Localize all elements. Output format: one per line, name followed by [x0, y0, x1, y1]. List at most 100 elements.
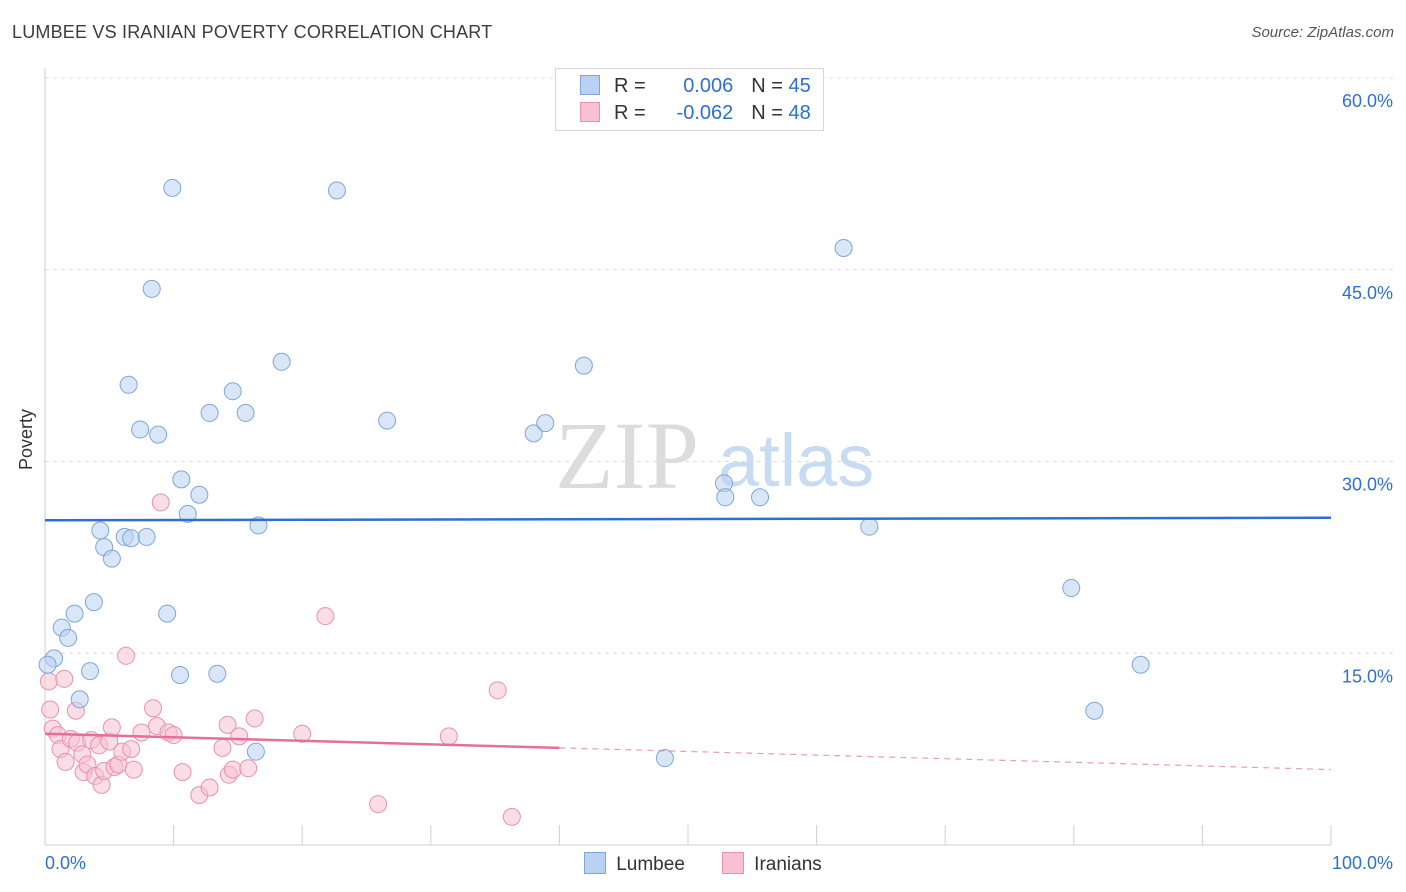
lumbee-point	[860, 517, 879, 536]
iranians-point	[502, 807, 521, 826]
lumbee-point	[574, 356, 593, 375]
lumbee-point	[834, 239, 853, 258]
lumbee-point	[524, 424, 543, 443]
n-value: 45	[788, 75, 811, 97]
y-tick-label: 60.0%	[1342, 91, 1393, 111]
tick-labels: 15.0% 30.0% 45.0% 60.0% 0.0% 100.0%	[45, 91, 1393, 873]
iranians-point	[439, 727, 458, 746]
x-tick-label: 100.0%	[1332, 853, 1393, 873]
iranians-point	[117, 646, 136, 665]
r-value: 0.006	[683, 75, 734, 97]
y-tick-label: 45.0%	[1342, 283, 1393, 303]
iranians-point	[200, 778, 219, 797]
lumbee-point	[65, 604, 84, 623]
lumbee-point	[178, 504, 197, 523]
iranians-point	[164, 726, 183, 745]
iranians-swatch	[580, 102, 600, 122]
lumbee-point	[208, 664, 227, 683]
iranians-point	[124, 760, 143, 779]
lumbee-point	[119, 375, 138, 394]
lumbee-point	[163, 178, 182, 197]
lumbee-point	[81, 662, 100, 681]
r-label: R =	[614, 75, 652, 97]
iranians-point	[213, 738, 232, 757]
series-legend: Lumbee Iranians	[0, 852, 1406, 876]
legend-row-lumbee: R = 0.006 N = 45	[580, 75, 811, 99]
axes	[44, 68, 1332, 846]
lumbee-point	[236, 403, 255, 422]
lumbee-point	[190, 485, 209, 504]
iranians-point	[488, 681, 507, 700]
y-tick-label: 30.0%	[1342, 475, 1393, 495]
lumbee-point	[272, 352, 291, 371]
correlation-legend: R = 0.006 N = 45 R = -0.062 N = 48	[555, 68, 824, 131]
lumbee-point	[91, 521, 110, 540]
lumbee-point	[246, 742, 265, 761]
watermark: ZIP atlas	[555, 402, 874, 509]
gridlines	[45, 77, 1394, 654]
r-label: R =	[614, 102, 652, 124]
data-points	[38, 178, 1150, 826]
iranians-point	[122, 740, 141, 759]
lumbee-point	[200, 403, 219, 422]
lumbee-point	[655, 749, 674, 768]
iranians-point	[132, 723, 151, 742]
iranians-point	[55, 669, 74, 688]
iranians-point	[316, 607, 335, 626]
iranians-point	[239, 759, 258, 778]
lumbee-point	[536, 414, 555, 433]
lumbee-point	[716, 488, 735, 507]
iranians-point	[293, 724, 312, 743]
iranians-trend-extension	[559, 747, 1332, 771]
lumbee-point	[378, 411, 397, 430]
lumbee-point	[1131, 655, 1150, 674]
trend-lines	[44, 516, 1332, 771]
y-tick-label: 15.0%	[1342, 666, 1393, 686]
iranians-point	[223, 760, 242, 779]
r-value: -0.062	[676, 102, 734, 124]
lumbee-point	[131, 420, 150, 439]
lumbee-point	[142, 279, 161, 298]
lumbee-point	[137, 527, 156, 546]
legend-label-iranians: Iranians	[754, 854, 822, 875]
legend-row-iranians: R = -0.062 N = 48	[580, 102, 811, 126]
iranians-point	[230, 727, 249, 746]
iranians-point	[41, 700, 60, 719]
n-label: N =	[751, 75, 789, 97]
iranians-point	[245, 709, 264, 728]
iranians-trend-line	[44, 732, 560, 750]
lumbee-point	[172, 470, 191, 489]
watermark-zip: ZIP	[555, 402, 699, 509]
lumbee-point	[223, 382, 242, 401]
iranians-point	[173, 763, 192, 782]
iranians-point	[56, 752, 75, 771]
legend-item-lumbee[interactable]: Lumbee	[584, 852, 685, 876]
x-tick-label: 0.0%	[45, 853, 86, 873]
lumbee-swatch	[580, 75, 600, 95]
lumbee-point	[102, 549, 121, 568]
source-label: Source: ZipAtlas.com	[1251, 24, 1394, 41]
lumbee-point	[1085, 701, 1104, 720]
lumbee-point	[84, 593, 103, 612]
legend-label-lumbee: Lumbee	[616, 854, 685, 875]
iranians-point	[39, 672, 58, 691]
iranians-point	[369, 795, 388, 814]
lumbee-trend-line	[44, 516, 1332, 522]
lumbee-point	[171, 665, 190, 684]
lumbee-point	[1062, 579, 1081, 598]
lumbee-point	[38, 655, 57, 674]
lumbee-point	[158, 604, 177, 623]
watermark-atlas: atlas	[718, 419, 874, 502]
lumbee-point	[751, 488, 770, 507]
lumbee-point	[70, 690, 89, 709]
y-axis-title: Poverty	[16, 408, 36, 470]
n-label: N =	[751, 102, 789, 124]
iranians-point	[144, 699, 163, 718]
lumbee-point	[122, 529, 141, 548]
lumbee-point	[59, 628, 78, 647]
chart-title: LUMBEE VS IRANIAN POVERTY CORRELATION CH…	[12, 22, 493, 42]
lumbee-point	[327, 181, 346, 200]
legend-item-iranians[interactable]: Iranians	[722, 852, 822, 876]
lumbee-swatch	[584, 852, 607, 874]
